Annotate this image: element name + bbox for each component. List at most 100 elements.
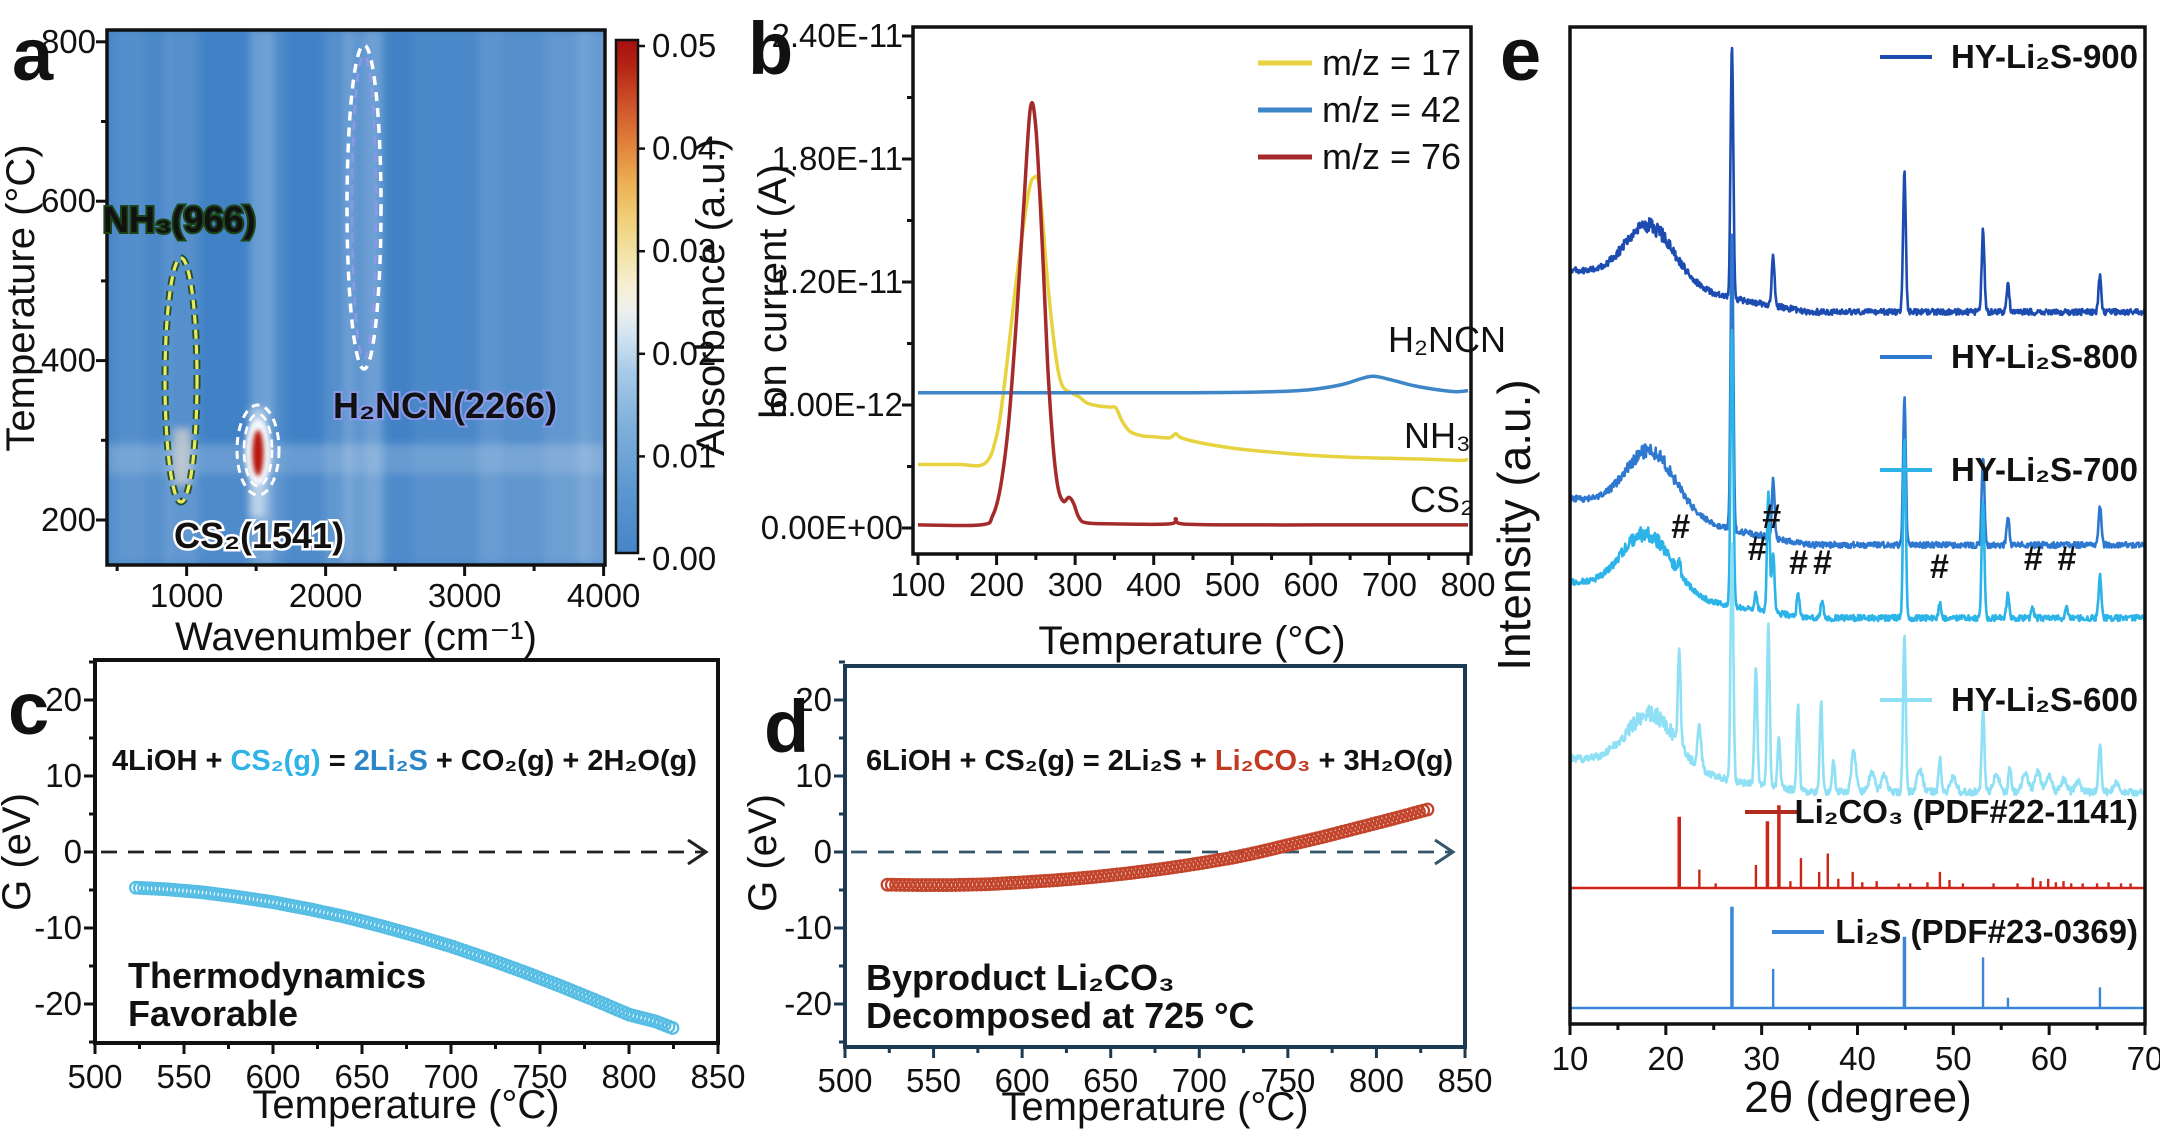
panel-b-legend: m/z = 17 m/z = 42 m/z = 76 bbox=[1258, 42, 1461, 177]
axis-tick-label: 100 bbox=[890, 566, 945, 603]
impurity-hash-mark: # bbox=[2023, 540, 2042, 578]
colorbar-tick-label: 0.05 bbox=[652, 27, 716, 64]
data-point bbox=[978, 877, 993, 892]
legend-label: HY-Li₂S-900 bbox=[1951, 38, 2138, 75]
panel-c-note-line2: Favorable bbox=[128, 993, 298, 1034]
data-point bbox=[910, 878, 925, 893]
data-point bbox=[901, 878, 916, 892]
data-point bbox=[961, 877, 976, 892]
data-point bbox=[965, 877, 980, 892]
axis-tick-label: 30 bbox=[1743, 1040, 1780, 1077]
legend-label-mz42: m/z = 42 bbox=[1322, 89, 1461, 130]
nh3-annotation: NH₃(966) bbox=[103, 199, 256, 240]
nh3-curve-label: NH₃ bbox=[1404, 415, 1471, 456]
equation-part: 4LiOH + bbox=[112, 745, 230, 777]
equation-part: CS₂(g) bbox=[230, 745, 320, 777]
panel-d-note-line1: Byproduct Li₂CO₃ bbox=[866, 957, 1175, 998]
axis-tick-label: 1.80E-11 bbox=[772, 140, 903, 177]
axis-tick-label: 0 bbox=[814, 833, 832, 870]
panel-b-letter: b bbox=[748, 7, 793, 90]
data-point bbox=[923, 878, 937, 893]
equation-part: 6LiOH + CS₂(g) = 2Li₂S + bbox=[866, 745, 1215, 777]
colorbar-tick-label: 0.03 bbox=[652, 232, 716, 269]
equation-part: + 3H₂O(g) bbox=[1310, 745, 1453, 777]
legend-label: HY-Li₂S-700 bbox=[1951, 451, 2138, 488]
axis-tick-label: 650 bbox=[1083, 1062, 1138, 1099]
panel-d-plot: 500 550 600 650 700 750 800 850 -20 -10 0 10 20 bbox=[784, 660, 1493, 1099]
data-point bbox=[1020, 875, 1035, 889]
panel-e-legend: HY-Li₂S-900 HY-Li₂S-800 HY-Li₂S-700 HY-Li₂S… bbox=[1745, 38, 2138, 950]
data-point bbox=[1008, 875, 1023, 890]
axis-tick-label: -20 bbox=[784, 985, 832, 1022]
axis-tick-label: 20 bbox=[45, 681, 82, 718]
data-point bbox=[940, 878, 954, 893]
axis-tick-label: 550 bbox=[906, 1062, 961, 1099]
equation-part: Li₂CO₃ bbox=[1215, 745, 1311, 777]
axis-tick-label: 20 bbox=[1647, 1040, 1684, 1077]
h2ncn-ellipse-outer bbox=[345, 43, 383, 371]
colorbar bbox=[614, 38, 640, 555]
panel-c-x-axis-title: Temperature (°C) bbox=[252, 1083, 559, 1127]
axis-tick-label: 10 bbox=[795, 757, 832, 794]
axis-tick-label: 850 bbox=[1437, 1062, 1492, 1099]
axis-tick-label: 400 bbox=[41, 342, 96, 379]
data-point bbox=[1033, 874, 1048, 889]
panel-b-plot: 100 200 300 400 500 600 700 800 2.40E-11 1.80E-11… bbox=[761, 17, 1496, 603]
h2ncn-ellipse-inner bbox=[350, 53, 378, 361]
data-point bbox=[948, 878, 963, 892]
impurity-hash-mark: # bbox=[1762, 498, 1781, 536]
panel-d-letter: d bbox=[764, 685, 809, 768]
impurity-hash-mark: # bbox=[1929, 548, 1948, 586]
series-H₂NCN bbox=[918, 374, 1469, 395]
axis-tick-label: 600 bbox=[245, 1058, 300, 1095]
data-point bbox=[944, 878, 959, 893]
axis-tick-label: 10 bbox=[45, 757, 82, 794]
data-point bbox=[986, 876, 1001, 891]
panel-d-x-axis-title: Temperature (°C) bbox=[1001, 1085, 1308, 1129]
axis-tick-label: 50 bbox=[1935, 1040, 1972, 1077]
data-point bbox=[931, 878, 946, 893]
h2ncn-curve-label: H₂NCN bbox=[1388, 319, 1506, 360]
panel-c-plot: 500 550 600 650 700 750 800 850 -20 -10 0 10 20 bbox=[34, 658, 746, 1095]
cs2-ellipse-inner bbox=[242, 412, 274, 488]
panel-a-heatmap: 1000 2000 3000 4000 200 400 600 800 0.05 0.04 0.03… bbox=[41, 23, 716, 614]
axis-tick-label: 2.40E-11 bbox=[772, 17, 903, 54]
heatmap-area bbox=[107, 30, 605, 565]
nh3-absorption-blob bbox=[173, 428, 191, 485]
data-point bbox=[914, 878, 929, 893]
axis-tick-label: 200 bbox=[41, 501, 96, 538]
axis-tick-label: 1000 bbox=[150, 577, 223, 614]
cs2-curve-label: CS₂ bbox=[1410, 479, 1474, 520]
cs2-annotation: CS₂(1541) bbox=[174, 515, 344, 556]
data-point bbox=[1016, 875, 1031, 890]
equation-part: = bbox=[321, 745, 354, 777]
colorbar-tick-label: 0.01 bbox=[652, 437, 716, 474]
axis-tick-label: 2000 bbox=[289, 577, 362, 614]
data-point bbox=[1420, 802, 1435, 817]
axis-tick-label: 200 bbox=[969, 566, 1024, 603]
data-point bbox=[1042, 873, 1057, 888]
panel-c-letter: c bbox=[8, 667, 49, 750]
data-point bbox=[1037, 873, 1052, 888]
axis-tick-label: 400 bbox=[1126, 566, 1181, 603]
axis-tick-label: -10 bbox=[34, 909, 82, 946]
data-point bbox=[969, 877, 984, 892]
heatmap-streak bbox=[265, 30, 286, 565]
cs2-ellipse-outer bbox=[235, 403, 281, 497]
legend-label: HY-Li₂S-600 bbox=[1951, 681, 2138, 718]
axis-tick-label: 500 bbox=[67, 1058, 122, 1095]
axis-tick-label: 700 bbox=[1172, 1062, 1227, 1099]
panel-b-x-axis-title: Temperature (°C) bbox=[1038, 619, 1345, 663]
axis-tick-label: 0 bbox=[64, 833, 82, 870]
heatmap-streak bbox=[117, 30, 173, 565]
xrd-curve-HY-Li₂S-700 bbox=[1568, 328, 2146, 623]
data-point bbox=[999, 876, 1014, 891]
axis-tick-label: 600 bbox=[995, 1062, 1050, 1099]
data-point bbox=[935, 878, 950, 893]
nh3-ellipse bbox=[163, 256, 199, 504]
zero-line-arrowhead bbox=[1434, 838, 1456, 866]
data-point bbox=[893, 877, 908, 892]
axis-tick-label: -10 bbox=[784, 909, 832, 946]
panel-e-plot: #### # # # #10 20 30 40 50 60 70 bbox=[1552, 25, 2160, 1077]
